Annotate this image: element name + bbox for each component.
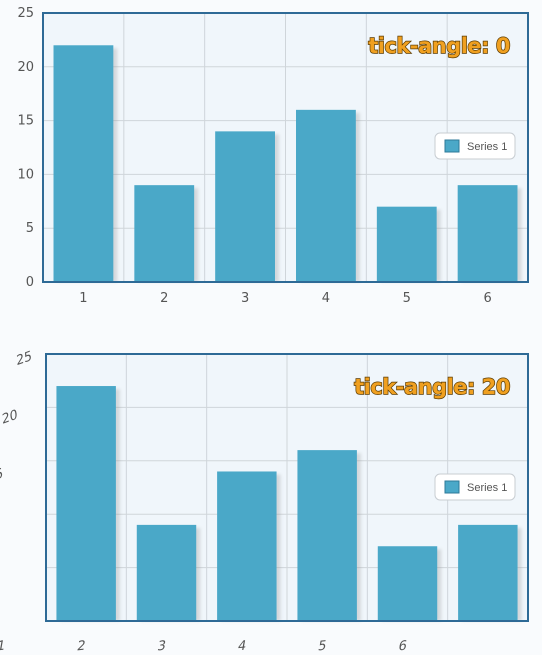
x-tick-label: 5	[403, 291, 411, 306]
x-tick-label: 2	[76, 639, 87, 655]
plot-border	[42, 12, 529, 283]
bar	[296, 109, 356, 282]
x-tick-label: 5	[317, 639, 328, 655]
bar-chart-tick-angle-0: 0 5 10 15 20 25 1 2 3 4 5 6 tick-angle: 0 Series 1	[17, 6, 529, 306]
bar	[136, 524, 197, 621]
bar	[215, 131, 275, 282]
bar	[134, 185, 195, 282]
x-tick-label: 6	[483, 291, 491, 306]
x-tick-label: 3	[241, 291, 249, 306]
legend-label: Series 1	[467, 482, 507, 494]
y-tick-label: 20	[1, 407, 18, 428]
x-tick-label: 4	[237, 639, 248, 655]
legend-swatch	[444, 139, 460, 153]
legend-swatch	[444, 480, 460, 494]
x-tick-label: 1	[0, 639, 6, 655]
bar	[376, 206, 437, 282]
bar	[56, 386, 116, 621]
bar	[457, 185, 518, 282]
y-tick-label: 0	[26, 275, 34, 290]
bar	[458, 524, 518, 621]
x-tick-label: 2	[160, 291, 168, 306]
bar	[217, 471, 277, 621]
y-tick-label: 5	[26, 221, 34, 236]
legend-label: Series 1	[467, 141, 507, 153]
y-tick-label: 25	[16, 349, 33, 370]
x-tick-label: 6	[397, 639, 408, 655]
bar	[377, 546, 438, 621]
plot-border	[45, 353, 529, 622]
x-tick-label: 1	[79, 291, 87, 306]
y-tick-label: 20	[17, 60, 34, 75]
chart-annotation: tick-angle: 20	[354, 375, 510, 399]
x-tick-label: 4	[322, 291, 330, 306]
bar	[297, 450, 357, 621]
chart-annotation: tick-angle: 0	[368, 34, 510, 58]
bar	[53, 45, 114, 282]
y-tick-label: 15	[0, 466, 4, 487]
y-tick-label: 10	[17, 167, 34, 182]
x-tick-label: 3	[156, 639, 167, 655]
y-tick-label: 15	[17, 114, 34, 129]
y-tick-label: 25	[17, 6, 34, 21]
